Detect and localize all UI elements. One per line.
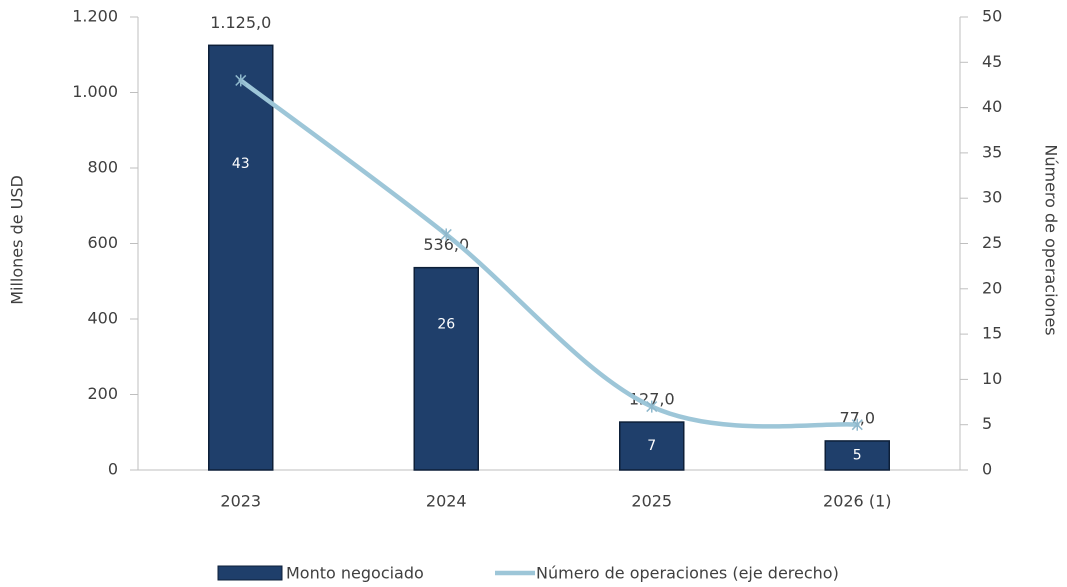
y2-axis-title: Número de operaciones [1042, 144, 1061, 335]
y2-tick-label: 40 [982, 97, 1002, 116]
legend-swatch [217, 565, 283, 581]
bar-value-label: 1.125,0 [210, 13, 271, 32]
legend-label: Monto negociado [286, 564, 424, 583]
y2-tick-label: 5 [982, 414, 992, 433]
y2-tick-label: 35 [982, 142, 1002, 161]
bar [413, 266, 479, 471]
y-tick-label: 1.000 [72, 82, 118, 101]
y2-tick-label: 15 [982, 324, 1002, 343]
line-marker [851, 418, 863, 431]
line [238, 78, 860, 429]
y-axis-title: Millones de USD [8, 175, 27, 305]
bar-value-label: 536,0 [423, 235, 469, 254]
y2-tick-label: 20 [982, 278, 1002, 297]
line-value-label: 26 [437, 316, 455, 332]
legend-label: Número de operaciones (eje derecho) [536, 564, 839, 583]
y-tick-label: 0 [108, 460, 118, 479]
x-tick-label: 2026 (1) [823, 492, 891, 511]
y2-tick-label: 10 [982, 369, 1002, 388]
y2-tick-label: 0 [982, 460, 992, 479]
line-value-label: 7 [647, 438, 656, 454]
x-tick-label: 2023 [220, 492, 261, 511]
y2-tick-label: 45 [982, 52, 1002, 71]
y2-tick-label: 25 [982, 233, 1002, 252]
y-tick-label: 200 [87, 384, 118, 403]
y2-tick-label: 30 [982, 188, 1002, 207]
bar [824, 440, 890, 471]
line-value-label: 43 [232, 156, 250, 172]
line-value-label: 5 [853, 447, 862, 463]
line-marker [440, 228, 452, 241]
bar-value-label: 127,0 [629, 390, 675, 409]
y-tick-label: 800 [87, 158, 118, 177]
y-tick-label: 600 [87, 233, 118, 252]
x-tick-label: 2024 [426, 492, 467, 511]
line-marker [646, 400, 658, 413]
x-tick-label: 2025 [631, 492, 672, 511]
y-tick-label: 400 [87, 309, 118, 328]
bar [619, 421, 685, 471]
bar [208, 44, 274, 471]
y2-tick-label: 50 [982, 7, 1002, 26]
line-marker [235, 74, 247, 87]
y-tick-label: 1.200 [72, 7, 118, 26]
